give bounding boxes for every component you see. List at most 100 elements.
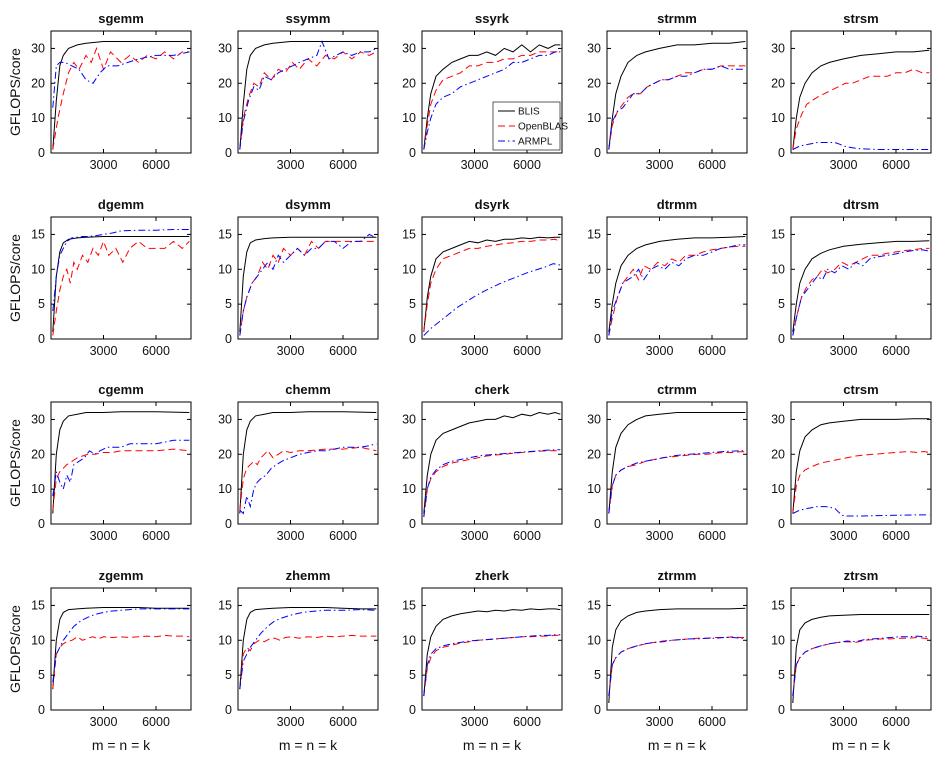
y-tick-label: 5: [409, 297, 416, 311]
y-tick-label: 30: [402, 41, 416, 55]
x-tick-label: 3000: [646, 715, 674, 729]
y-tick-label: 0: [225, 332, 232, 346]
series-group: [792, 614, 930, 704]
y-tick-label: 15: [31, 598, 45, 612]
y-tick-label: 0: [409, 332, 416, 346]
series-line-armpl: [792, 142, 930, 150]
y-tick-label: 10: [587, 482, 601, 496]
y-tick-label: 10: [402, 262, 416, 276]
y-tick-label: 0: [225, 517, 232, 531]
series-line-openblas: [239, 240, 377, 336]
x-tick-label: 6000: [882, 344, 910, 358]
y-tick-label: 10: [587, 633, 601, 647]
y-tick-label: 0: [38, 332, 45, 346]
series-line-armpl: [239, 233, 377, 336]
x-tick-label: 6000: [329, 158, 357, 172]
series-line-blis: [608, 41, 746, 150]
x-tick-label: 3000: [646, 158, 674, 172]
y-tick-label: 0: [778, 703, 785, 717]
y-tick-label: 10: [31, 111, 45, 125]
y-tick-label: 5: [225, 297, 232, 311]
y-tick-label: 30: [771, 41, 785, 55]
y-tick-label: 30: [771, 412, 785, 426]
y-axis-label: GFLOPS/core: [7, 234, 23, 322]
x-tick-label: 3000: [461, 344, 489, 358]
x-tick-label: 3000: [830, 158, 858, 172]
x-tick-label: 3000: [90, 529, 118, 543]
panel-title: dsyrk: [475, 197, 510, 212]
legend: BLIS OpenBLAS ARMPL: [492, 101, 568, 151]
y-tick-label: 10: [587, 262, 601, 276]
series-line-armpl: [52, 439, 190, 497]
y-tick-label: 20: [402, 76, 416, 90]
plot-frame: [50, 216, 192, 340]
y-tick-label: 5: [38, 297, 45, 311]
y-axis-label: GFLOPS/core: [7, 419, 23, 507]
plot-frame: [421, 401, 563, 525]
x-tick-label: 3000: [277, 715, 305, 729]
y-tick-label: 0: [594, 332, 601, 346]
y-tick-label: 30: [31, 41, 45, 55]
series-line-armpl: [608, 450, 746, 514]
plot-frame: [50, 30, 192, 154]
series-group: [423, 236, 561, 336]
series-line-blis: [423, 608, 561, 697]
x-tick-label: 6000: [513, 158, 541, 172]
series-group: [423, 44, 561, 150]
x-tick-label: 3000: [277, 529, 305, 543]
x-tick-label: 3000: [90, 715, 118, 729]
y-tick-label: 30: [218, 41, 232, 55]
series-group: [792, 49, 930, 150]
x-tick-label: 6000: [698, 715, 726, 729]
series-line-openblas: [423, 238, 561, 333]
y-tick-label: 10: [771, 262, 785, 276]
y-tick-label: 10: [218, 262, 232, 276]
y-tick-label: 5: [38, 668, 45, 682]
x-tick-label: 6000: [882, 158, 910, 172]
plot-frame: [790, 587, 932, 711]
plot-frame: [606, 216, 748, 340]
y-tick-label: 15: [587, 598, 601, 612]
series-line-blis: [423, 236, 561, 333]
x-tick-label: 3000: [830, 529, 858, 543]
x-tick-label: 6000: [329, 529, 357, 543]
y-tick-label: 5: [409, 668, 416, 682]
series-line-blis: [792, 240, 930, 333]
series-line-blis: [792, 418, 930, 514]
series-line-openblas: [792, 247, 930, 336]
y-tick-label: 20: [771, 447, 785, 461]
y-tick-label: 10: [771, 111, 785, 125]
y-tick-label: 20: [218, 447, 232, 461]
y-tick-label: 20: [218, 76, 232, 90]
y-tick-label: 0: [778, 332, 785, 346]
panel-dgemm: dgemm 0 5 10 15 3000 6000 GFLOPS/core: [7, 197, 192, 358]
x-tick-label: 6000: [142, 715, 170, 729]
series-line-armpl: [52, 608, 190, 683]
y-tick-label: 5: [594, 668, 601, 682]
series-line-armpl: [608, 244, 746, 336]
y-tick-label: 15: [771, 227, 785, 241]
panel-dtrmm: dtrmm 0 5 10 15 3000 6000: [587, 197, 748, 358]
y-tick-label: 10: [218, 482, 232, 496]
series-group: [608, 412, 746, 514]
y-tick-label: 20: [587, 447, 601, 461]
panel-title: zherk: [475, 568, 510, 583]
series-line-armpl: [52, 229, 190, 312]
plot-frame: [606, 30, 748, 154]
x-tick-label: 6000: [513, 529, 541, 543]
x-axis-label: m = n = k: [832, 737, 891, 753]
y-tick-label: 15: [587, 227, 601, 241]
plot-frame: [421, 587, 563, 711]
panel-ssymm: ssymm 0 10 20 30 3000 6000: [218, 11, 379, 172]
series-line-blis: [52, 41, 190, 150]
plot-frame: [790, 216, 932, 340]
series-line-blis: [239, 236, 377, 333]
series-line-blis: [608, 412, 746, 514]
y-tick-label: 0: [778, 517, 785, 531]
series-group: [608, 41, 746, 150]
series-line-openblas: [792, 68, 930, 150]
panel-zgemm: zgemm 0 5 10 15 3000 6000 GFLOPS/core m = n = k: [7, 568, 192, 753]
legend-label-armpl: ARMPL: [518, 137, 553, 148]
x-tick-label: 6000: [698, 344, 726, 358]
series-line-blis: [608, 607, 746, 704]
